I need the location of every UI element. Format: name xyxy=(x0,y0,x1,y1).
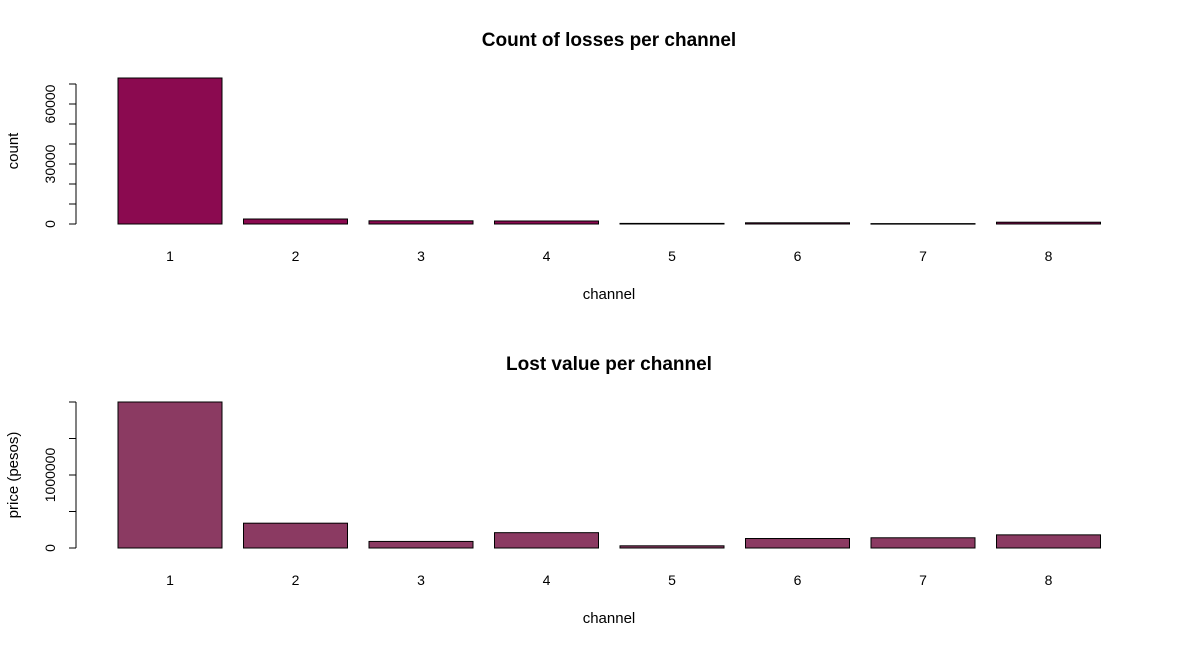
y-tick-label: 0 xyxy=(42,544,58,552)
x-axis-label: channel xyxy=(583,610,636,627)
x-axis-label: channel xyxy=(583,286,636,303)
x-tick-label: 4 xyxy=(543,248,551,264)
bar-6 xyxy=(745,222,850,225)
bar-7 xyxy=(870,537,976,549)
bar-8 xyxy=(996,221,1101,225)
bar-1 xyxy=(117,77,223,225)
y-tick-label: 0 xyxy=(42,220,58,228)
bar-1 xyxy=(117,401,223,549)
x-tick-label: 8 xyxy=(1045,248,1053,264)
bar-5 xyxy=(619,545,725,549)
x-tick-label: 5 xyxy=(668,572,676,588)
x-tick-label: 1 xyxy=(166,572,174,588)
x-tick-label: 2 xyxy=(292,572,300,588)
chart-title: Lost value per channel xyxy=(506,354,712,375)
x-tick-label: 3 xyxy=(417,248,425,264)
bar-5 xyxy=(619,222,725,225)
y-tick-label: 30000 xyxy=(42,144,58,183)
y-tick-label: 1000000 xyxy=(42,448,58,503)
x-tick-label: 4 xyxy=(543,572,551,588)
bar-4 xyxy=(494,532,599,549)
x-tick-label: 8 xyxy=(1045,572,1053,588)
bar-3 xyxy=(368,220,474,225)
x-tick-label: 5 xyxy=(668,248,676,264)
x-tick-label: 6 xyxy=(794,572,802,588)
x-tick-label: 6 xyxy=(794,248,802,264)
bar-2 xyxy=(243,522,348,549)
bar-6 xyxy=(745,538,850,549)
x-tick-label: 3 xyxy=(417,572,425,588)
bar-2 xyxy=(243,218,348,225)
x-tick-label: 1 xyxy=(166,248,174,264)
y-axis-label: count xyxy=(5,132,22,170)
x-tick-label: 7 xyxy=(919,248,927,264)
y-tick-label: 60000 xyxy=(42,84,58,123)
bar-3 xyxy=(368,540,474,549)
y-axis-label: price (pesos) xyxy=(5,432,22,519)
x-tick-label: 7 xyxy=(919,572,927,588)
bar-8 xyxy=(996,534,1101,549)
bar-4 xyxy=(494,220,599,225)
chart-title: Count of losses per channel xyxy=(482,30,736,51)
x-tick-label: 2 xyxy=(292,248,300,264)
bar-7 xyxy=(870,223,976,225)
